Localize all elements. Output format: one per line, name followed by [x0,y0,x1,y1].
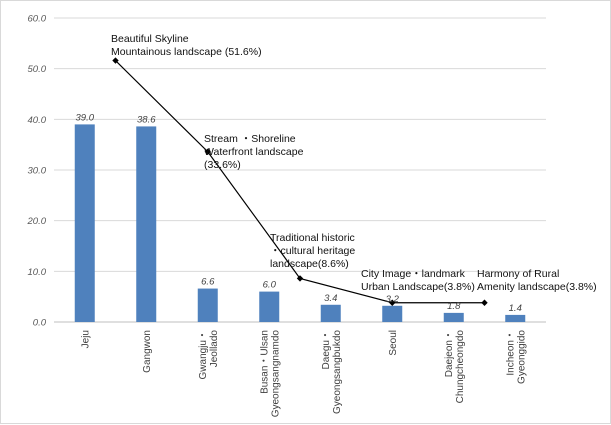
line-marker [296,275,304,282]
bar [136,126,157,322]
x-category-label: Jeju [80,330,91,348]
bar [320,304,341,322]
x-category-label: Gangwon [142,330,153,373]
y-tick-label: 20.0 [27,216,47,227]
y-tick-label: 10.0 [28,267,47,278]
line-annotation: Beautiful Skyline Mountainous landscape (… [111,33,262,58]
bar-value-label: 1.8 [447,301,461,312]
line-annotation: City Image・landmark Urban Landscape(3.8%) [361,268,475,293]
svg-text:Seoul: Seoul [388,330,399,356]
line-annotation: Stream ・Shoreline Waterfront landscape (33… [204,133,304,171]
y-tick-label: 40.0 [28,115,47,126]
y-tick-label: 60.0 [28,14,47,25]
line-annotation: Traditional historic ・cultural heritage la… [270,232,355,270]
bar-value-label: 38.6 [137,114,156,125]
x-category-label: Incheon・Gyeonggido [505,330,527,384]
svg-text:Busan・UlsanGyeongsangnamdo: Busan・UlsanGyeongsangnamdo [259,330,281,418]
bars [74,124,526,323]
bar [505,314,526,322]
bar [443,312,464,322]
line-annotation: Harmony of Rural Amenity landscape(3.8%) [477,268,597,293]
svg-text:Daegu・Gyeongsangbukdo: Daegu・Gyeongsangbukdo [321,330,343,414]
svg-text:Daejeon・Chungcheongdo: Daejeon・Chungcheongdo [444,330,466,404]
labels: 0.0 10.0 20.0 30.0 40.0 50.0 60.0 39.0 Jeju 38.6 G… [27,14,597,418]
line-marker [204,148,211,155]
bar-value-label: 39.0 [76,112,95,123]
bar [74,124,95,323]
x-category-label: Busan・UlsanGyeongsangnamdo [259,330,281,418]
y-tick-label: 50.0 [28,64,47,75]
svg-text:Gwangju・Jeollado: Gwangju・Jeollado [198,330,220,380]
svg-text:Gangwon: Gangwon [142,330,153,373]
bar [382,305,403,322]
gridlines [54,17,546,323]
x-category-label: Gwangju・Jeollado [198,330,220,380]
percentage-line [112,57,488,306]
bar-value-label: 1.4 [509,303,522,314]
bar [259,291,280,322]
svg-text:Incheon・Gyeonggido: Incheon・Gyeonggido [505,330,527,384]
x-category-label: Seoul [388,330,399,356]
bar-value-label: 3.4 [324,293,337,304]
y-tick-label: 0.0 [33,318,47,329]
line-marker [389,299,396,306]
line-marker [481,299,488,306]
svg-text:Jeju: Jeju [80,330,91,348]
bar-value-label: 6.6 [201,277,215,288]
line-marker [112,57,119,64]
bar-value-label: 3.2 [386,294,400,305]
y-tick-label: 30.0 [28,166,47,177]
bar [197,288,218,322]
bar-value-label: 6.0 [263,280,277,291]
x-category-label: Daegu・Gyeongsangbukdo [321,330,343,414]
x-category-label: Daejeon・Chungcheongdo [444,330,466,404]
